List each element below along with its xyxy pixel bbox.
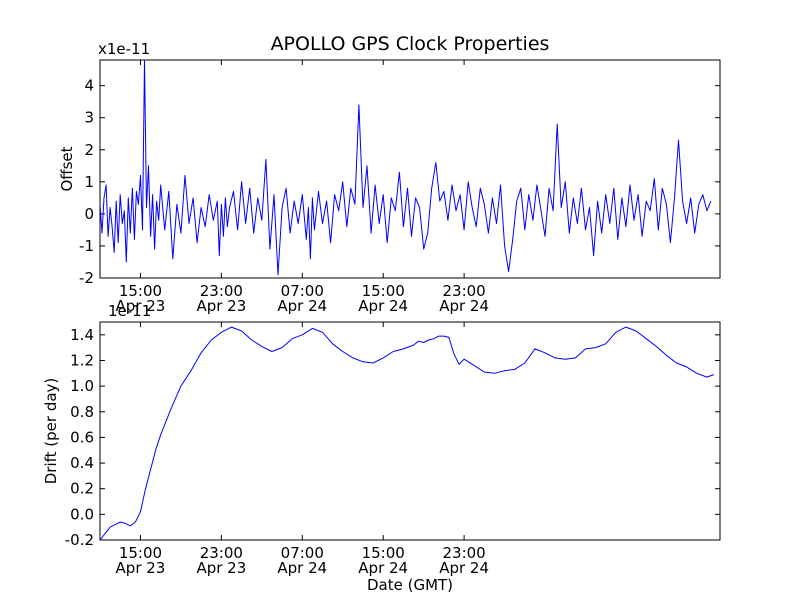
- drift-x-tick-time: 23:00: [200, 544, 243, 562]
- offset-y-tick-label: 1: [84, 173, 94, 191]
- offset-x-tick-date: Apr 24: [358, 297, 408, 315]
- drift-plot-frame: [99, 321, 721, 541]
- drift-y-axis: -0.2 0.0 0.2 0.4 0.6 0.8 1.0 1.2 1.4: [65, 326, 720, 549]
- x-axis-label: Date (GMT): [367, 576, 453, 594]
- offset-y-tick-label: 4: [84, 77, 94, 95]
- drift-y-tick-label: 0.8: [70, 403, 94, 421]
- drift-x-tick-time: 15:00: [119, 544, 162, 562]
- offset-y-tick-label: -2: [79, 269, 94, 287]
- offset-x-tick-time: 07:00: [281, 282, 324, 300]
- offset-x-tick-date: Apr 23: [116, 297, 166, 315]
- drift-panel: 1e-11 Drift (per day) -0.2 0.0 0.2 0.4 0.6 0.…: [42, 302, 721, 577]
- chart-title: APOLLO GPS Clock Properties: [271, 33, 550, 55]
- offset-x-tick-date: Apr 24: [439, 297, 489, 315]
- offset-x-tick-time: 15:00: [362, 282, 405, 300]
- drift-x-tick-time: 15:00: [362, 544, 405, 562]
- drift-y-tick-label: -0.2: [65, 531, 94, 549]
- drift-exponent-label: 1e-11: [108, 302, 151, 320]
- drift-y-tick-label: 0.4: [70, 454, 94, 472]
- offset-y-tick-label: 0: [84, 205, 94, 223]
- drift-y-tick-label: 1.4: [70, 326, 94, 344]
- offset-y-axis: -2 -1 0 1 2 3 4: [79, 77, 720, 287]
- drift-y-tick-label: 1.2: [70, 351, 94, 369]
- drift-y-tick-label: 1.0: [70, 377, 94, 395]
- offset-x-tick-time: 15:00: [119, 282, 162, 300]
- drift-x-tick-date: Apr 23: [116, 559, 166, 577]
- drift-x-tick-date: Apr 24: [439, 559, 489, 577]
- drift-series-line: [99, 326, 715, 541]
- offset-x-tick-time: 23:00: [442, 282, 485, 300]
- offset-y-tick-label: 2: [84, 141, 94, 159]
- drift-x-tick-date: Apr 23: [196, 559, 246, 577]
- offset-x-tick-date: Apr 23: [196, 297, 246, 315]
- drift-y-tick-label: 0.6: [70, 428, 94, 446]
- offset-y-tick-label: 3: [84, 109, 94, 127]
- offset-exponent-label: x1e-11: [98, 40, 150, 58]
- offset-x-tick-time: 23:00: [200, 282, 243, 300]
- offset-series-line: [99, 59, 712, 276]
- offset-ylabel: Offset: [58, 146, 76, 191]
- drift-y-tick-label: 0.0: [70, 505, 94, 523]
- drift-x-tick-date: Apr 24: [358, 559, 408, 577]
- drift-ylabel: Drift (per day): [42, 378, 60, 485]
- offset-x-tick-date: Apr 24: [277, 297, 327, 315]
- drift-x-tick-date: Apr 24: [277, 559, 327, 577]
- drift-x-tick-time: 07:00: [281, 544, 324, 562]
- offset-plot-frame: [99, 59, 721, 279]
- offset-y-tick-label: -1: [79, 237, 94, 255]
- drift-y-tick-label: 0.2: [70, 480, 94, 498]
- drift-x-tick-time: 23:00: [442, 544, 485, 562]
